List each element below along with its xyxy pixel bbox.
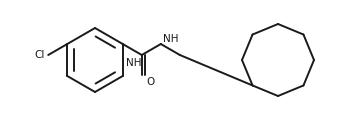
- Text: O: O: [147, 77, 155, 87]
- Text: Cl: Cl: [35, 50, 45, 60]
- Text: NH: NH: [126, 57, 142, 67]
- Text: NH: NH: [163, 33, 178, 44]
